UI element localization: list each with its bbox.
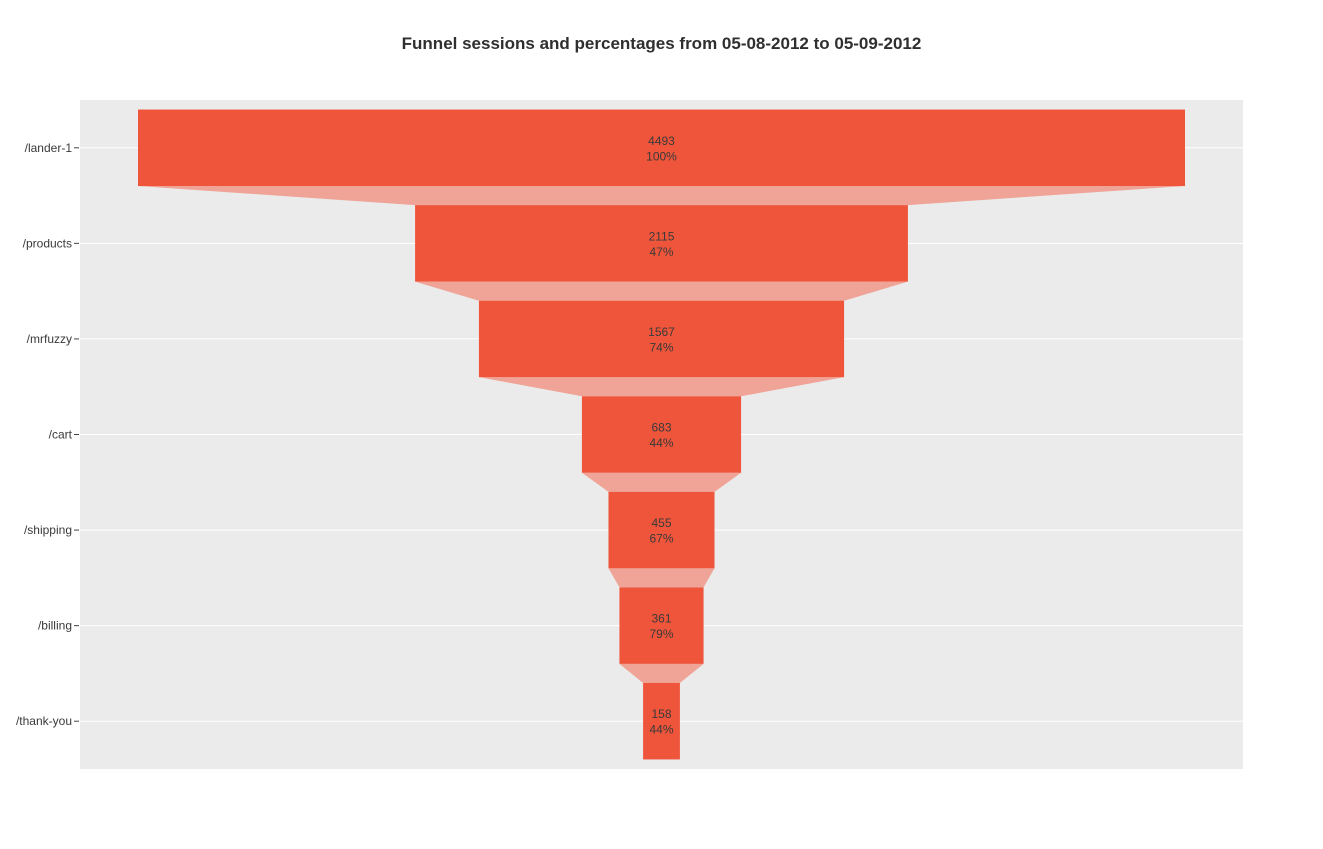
funnel-bar (643, 682, 680, 760)
chart-title: Funnel sessions and percentages from 05-… (401, 34, 922, 53)
value-label: 4493 (648, 134, 675, 148)
value-label: 455 (651, 516, 671, 530)
funnel-connector (581, 472, 742, 492)
funnel-connector (478, 377, 845, 397)
percent-label: 44% (649, 723, 673, 737)
funnel-connector (415, 281, 908, 301)
percent-label: 44% (649, 436, 673, 450)
funnel-bar (619, 587, 704, 664)
value-label: 361 (651, 612, 671, 626)
funnel-connector (608, 568, 715, 588)
percent-label: 47% (649, 245, 673, 259)
funnel-connector (619, 663, 704, 683)
connectors (138, 186, 1185, 683)
percent-label: 74% (649, 340, 673, 354)
funnel-bar (581, 396, 742, 473)
y-tick-label: /shipping (24, 523, 72, 537)
y-axis: /lander-1/products/mrfuzzy/cart/shipping… (16, 141, 79, 728)
y-tick-label: /thank-you (16, 714, 72, 728)
percent-label: 79% (649, 627, 673, 641)
funnel-bar (415, 205, 908, 282)
value-label: 158 (651, 707, 671, 721)
y-tick-label: /cart (49, 428, 73, 442)
funnel-bar (138, 109, 1185, 187)
percent-label: 67% (649, 532, 673, 546)
percent-label: 100% (646, 149, 677, 163)
data-labels: 4493100%211547%156774%68344%45567%36179%… (646, 134, 677, 737)
value-label: 1567 (648, 325, 675, 339)
funnel-connector (138, 186, 1185, 206)
y-tick-label: /mrfuzzy (27, 332, 72, 346)
funnel-bars (138, 109, 1185, 760)
value-label: 2115 (649, 229, 675, 243)
y-tick-label: /billing (38, 619, 72, 633)
y-tick-label: /lander-1 (25, 141, 73, 155)
value-label: 683 (651, 421, 671, 435)
funnel-bar (478, 300, 845, 378)
y-tick-label: /products (23, 236, 72, 250)
funnel-bar (608, 491, 715, 569)
